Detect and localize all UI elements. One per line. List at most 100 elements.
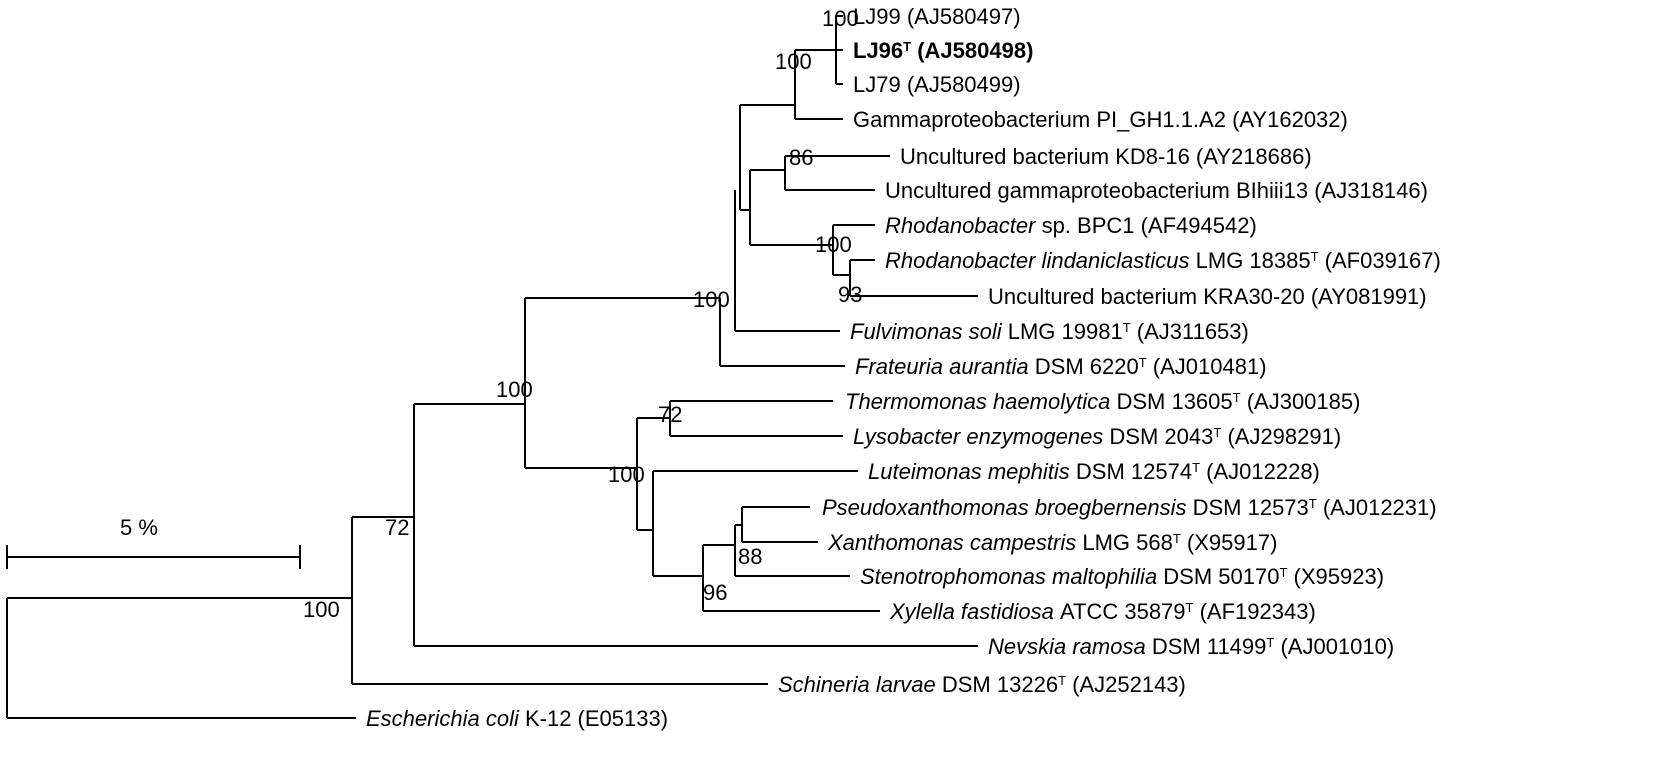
taxon-label-xanth: Xanthomonas campestris LMG 568T (X95917) xyxy=(827,530,1277,555)
type-strain-mark: T xyxy=(1123,320,1131,335)
type-strain-mark: T xyxy=(1173,531,1181,546)
taxon-genus-species: Rhodanobacter lindaniclasticus xyxy=(885,248,1196,273)
taxon-accession: (E05133) xyxy=(571,706,668,731)
tree-branches xyxy=(6,15,978,719)
taxon-label-lj99: LJ99 (AJ580497) xyxy=(853,4,1021,29)
bootstrap-nevskia-join: 72 xyxy=(385,515,409,540)
taxon-accession: (AY218686) xyxy=(1190,144,1312,169)
taxon-accession: (X95923) xyxy=(1287,564,1384,589)
bootstrap-values: 100 100 86 100 93 100 100 72 100 88 96 7… xyxy=(303,6,862,622)
taxon-label-ecoli: Escherichia coli K-12 (E05133) xyxy=(366,706,668,731)
type-strain-mark: T xyxy=(1279,565,1287,580)
taxon-genus-species: Stenotrophomonas maltophilia xyxy=(860,564,1163,589)
taxon-label-pseudo: Pseudoxanthomonas broegbernensis DSM 125… xyxy=(822,495,1437,520)
taxon-strain: sp. BPC1 xyxy=(1042,213,1135,238)
taxon-strain: Uncultured bacterium KD8-16 xyxy=(900,144,1190,169)
taxon-strain: Gammaproteobacterium PI_GH1.1.A2 xyxy=(853,107,1226,132)
taxon-label-unc_gamma: Uncultured gammaproteobacterium BIhiii13… xyxy=(885,178,1428,203)
bootstrap-kd8-group: 86 xyxy=(789,145,813,170)
type-strain-mark: T xyxy=(1186,600,1194,615)
taxon-genus-species: Fulvimonas soli xyxy=(850,319,1008,344)
bootstrap-thermo-lyso: 72 xyxy=(658,402,682,427)
taxon-strain: DSM 11499 xyxy=(1152,634,1267,659)
taxon-accession: (AJ001010) xyxy=(1274,634,1394,659)
taxon-strain: LJ79 xyxy=(853,72,901,97)
type-strain-mark: T xyxy=(1139,355,1147,370)
taxon-genus-species: Nevskia ramosa xyxy=(988,634,1152,659)
taxon-genus-species: Pseudoxanthomonas broegbernensis xyxy=(822,495,1193,520)
taxon-genus-species: Frateuria aurantia xyxy=(855,354,1035,379)
type-strain-mark: T xyxy=(1233,390,1241,405)
taxon-strain: DSM 12573 xyxy=(1193,495,1309,520)
taxon-strain: DSM 13605 xyxy=(1116,389,1232,414)
taxon-strain: ATCC 35879 xyxy=(1060,599,1186,624)
taxon-accession: (AJ252143) xyxy=(1066,672,1186,697)
bootstrap-xanth-steno-pseudo: 88 xyxy=(738,544,762,569)
taxon-strain: LMG 19981 xyxy=(1008,319,1123,344)
taxon-labels: LJ99 (AJ580497)LJ96T (AJ580498)LJ79 (AJ5… xyxy=(366,4,1441,731)
type-strain-mark: T xyxy=(1213,425,1221,440)
taxon-strain: Uncultured bacterium KRA30-20 xyxy=(988,284,1305,309)
taxon-accession: (AJ580497) xyxy=(901,4,1021,29)
taxon-accession: (AY081991) xyxy=(1305,284,1427,309)
taxon-accession: (AJ300185) xyxy=(1241,389,1361,414)
taxon-accession: (AJ311653) xyxy=(1131,319,1249,344)
taxon-genus-species: Xanthomonas campestris xyxy=(827,530,1082,555)
taxon-genus-species: Thermomonas haemolytica xyxy=(845,389,1116,414)
taxon-accession: (AJ318146) xyxy=(1308,178,1428,203)
type-strain-mark: T xyxy=(1266,635,1274,650)
taxon-label-lyso: Lysobacter enzymogenes DSM 2043T (AJ2982… xyxy=(853,424,1341,449)
taxon-strain: LMG 568 xyxy=(1082,530,1173,555)
taxon-strain: Uncultured gammaproteobacterium BIhiii13 xyxy=(885,178,1308,203)
taxon-label-lj96: LJ96T (AJ580498) xyxy=(853,38,1033,63)
bootstrap-rhod-group: 100 xyxy=(815,232,852,257)
taxon-label-lj79: LJ79 (AJ580499) xyxy=(853,72,1021,97)
taxon-accession: (AF039167) xyxy=(1319,248,1441,273)
bootstrap-xanthomonadaceae: 100 xyxy=(496,377,533,402)
taxon-accession: (AY162032) xyxy=(1226,107,1348,132)
taxon-accession: (AF494542) xyxy=(1135,213,1257,238)
taxon-accession: (AJ012231) xyxy=(1317,495,1437,520)
taxon-strain: K-12 xyxy=(525,706,571,731)
taxon-strain: LJ96 xyxy=(853,38,903,63)
bootstrap-rhod-lind-kra: 93 xyxy=(838,282,862,307)
bootstrap-frateuria-clade: 100 xyxy=(693,287,730,312)
taxon-label-unc_kd8: Uncultured bacterium KD8-16 (AY218686) xyxy=(900,144,1312,169)
bootstrap-lysobacter-clade: 100 xyxy=(608,462,645,487)
taxon-strain: DSM 2043 xyxy=(1109,424,1213,449)
taxon-accession: (AJ298291) xyxy=(1221,424,1341,449)
taxon-label-steno: Stenotrophomonas maltophilia DSM 50170T … xyxy=(860,564,1384,589)
taxon-strain: DSM 6220 xyxy=(1035,354,1139,379)
taxon-strain: DSM 13226 xyxy=(942,672,1058,697)
taxon-accession: (AJ012228) xyxy=(1200,459,1320,484)
taxon-accession: (AJ010481) xyxy=(1147,354,1267,379)
taxon-label-lutei: Luteimonas mephitis DSM 12574T (AJ012228… xyxy=(868,459,1320,484)
taxon-label-frat: Frateuria aurantia DSM 6220T (AJ010481) xyxy=(855,354,1267,379)
taxon-genus-species: Xylella fastidiosa xyxy=(889,599,1060,624)
bootstrap-xanth-xylella: 96 xyxy=(703,580,727,605)
taxon-accession: (AJ580498) xyxy=(911,38,1033,63)
taxon-label-thermo: Thermomonas haemolytica DSM 13605T (AJ30… xyxy=(845,389,1360,414)
type-strain-mark: T xyxy=(1058,673,1066,688)
taxon-label-nevskia: Nevskia ramosa DSM 11499T (AJ001010) xyxy=(988,634,1394,659)
taxon-label-fulvi: Fulvimonas soli LMG 19981T (AJ311653) xyxy=(850,319,1249,344)
type-strain-mark: T xyxy=(1309,496,1317,511)
type-strain-mark: T xyxy=(903,39,911,54)
taxon-label-xylella: Xylella fastidiosa ATCC 35879T (AF192343… xyxy=(889,599,1316,624)
taxon-label-rhod_lind: Rhodanobacter lindaniclasticus LMG 18385… xyxy=(885,248,1441,273)
taxon-strain: LMG 18385 xyxy=(1196,248,1311,273)
bootstrap-lj-group: 100 xyxy=(822,6,859,31)
taxon-label-schineria: Schineria larvae DSM 13226T (AJ252143) xyxy=(778,672,1186,697)
taxon-genus-species: Luteimonas mephitis xyxy=(868,459,1076,484)
taxon-genus-species: Schineria larvae xyxy=(778,672,942,697)
taxon-genus-species: Rhodanobacter xyxy=(885,213,1042,238)
taxon-accession: (AF192343) xyxy=(1193,599,1315,624)
taxon-label-gamma_pi: Gammaproteobacterium PI_GH1.1.A2 (AY1620… xyxy=(853,107,1348,132)
taxon-genus-species: Lysobacter enzymogenes xyxy=(853,424,1109,449)
taxon-strain: LJ99 xyxy=(853,4,901,29)
taxon-accession: (X95917) xyxy=(1181,530,1278,555)
taxon-accession: (AJ580499) xyxy=(901,72,1021,97)
taxon-label-unc_kra: Uncultured bacterium KRA30-20 (AY081991) xyxy=(988,284,1427,309)
scale-bar-label: 5 % xyxy=(120,515,158,540)
